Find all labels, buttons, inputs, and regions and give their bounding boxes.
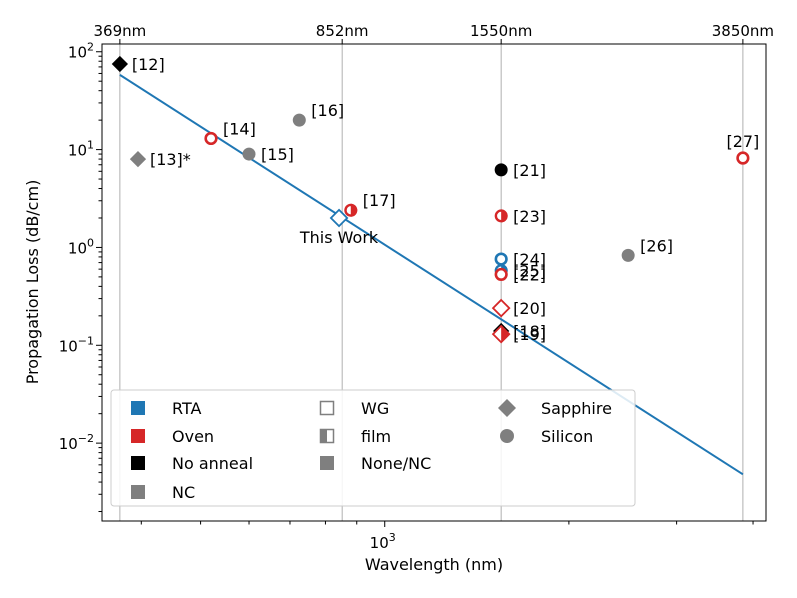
data-point-11 [494, 267, 508, 282]
point-label: This Work [299, 228, 379, 247]
top-axis-label: 852nm [316, 22, 369, 40]
legend-swatch [131, 401, 145, 415]
legend-label: WG [361, 399, 389, 418]
data-point-15 [621, 248, 635, 262]
legend-swatch [498, 399, 516, 417]
point-label: [15] [261, 145, 294, 164]
top-axis-label: 369nm [93, 22, 146, 40]
data-point-3 [242, 147, 256, 161]
legend-entry: No anneal [131, 454, 253, 473]
fit-line-layer [119, 74, 744, 476]
top-axis-label: 3850nm [712, 22, 774, 40]
top-axis-label: 1550nm [470, 22, 532, 40]
data-point-12 [491, 298, 511, 318]
legend-entry: film [319, 427, 391, 446]
y-tick-label: 101 [68, 139, 94, 160]
data-point-0 [111, 55, 128, 73]
x-axis-tick-labels: 103 [370, 531, 396, 552]
point-label: [27] [726, 132, 759, 151]
y-tick-label: 102 [68, 41, 94, 62]
y-tick-label: 10−2 [59, 432, 94, 453]
legend-label: Oven [172, 427, 214, 446]
point-label: [16] [311, 101, 344, 120]
legend-swatch [320, 456, 334, 470]
data-point-16 [736, 151, 750, 165]
data-point-1 [129, 150, 147, 168]
data-point-9 [494, 252, 508, 266]
y-axis-title: Propagation Loss (dB/cm) [23, 180, 42, 385]
point-label: [12] [132, 55, 165, 74]
y-tick-label: 100 [68, 236, 94, 257]
data-point-4 [292, 113, 306, 127]
point-label: [17] [363, 191, 396, 210]
point-label: [26] [640, 236, 673, 255]
legend-entry: None/NC [320, 454, 431, 473]
point-label: [23] [513, 207, 546, 226]
legend: RTA Oven No anneal NC WG film None/NC Sapphire S… [110, 389, 636, 507]
data-point-5 [329, 208, 349, 228]
legend-swatch [131, 429, 145, 443]
point-label: [24] [513, 250, 546, 269]
point-label: [21] [513, 161, 546, 180]
points-layer [111, 55, 750, 344]
legend-label: RTA [172, 399, 201, 418]
point-label: [19] [513, 325, 546, 344]
point-label: [13]* [150, 150, 191, 169]
point-label: [20] [513, 299, 546, 318]
data-point-6 [344, 203, 358, 217]
axis-ticks [96, 39, 754, 527]
legend-entry: WG [319, 399, 389, 418]
legend-label: film [361, 427, 391, 446]
data-point-7 [494, 163, 508, 177]
legend-label: Sapphire [541, 399, 612, 418]
legend-entry: RTA [131, 399, 201, 418]
legend-swatch [131, 456, 145, 470]
plot-frame [101, 43, 767, 522]
point-label: [14] [223, 119, 256, 138]
top-axis-labels: 369nm 852nm 1550nm 3850nm [93, 22, 774, 40]
legend-swatch [500, 429, 514, 443]
legend-swatch [319, 400, 335, 416]
legend-entry: Oven [131, 427, 214, 446]
legend-swatch [131, 485, 145, 499]
data-point-14 [491, 324, 511, 344]
legend-entry: NC [131, 483, 195, 502]
legend-label: None/NC [361, 454, 431, 473]
fit-line [119, 74, 744, 476]
legend-entry: Silicon [500, 427, 593, 446]
data-point-8 [494, 209, 508, 223]
y-axis-tick-labels: 102 101 100 10−1 10−2 [59, 41, 94, 453]
point-labels: [12] [13]* [14] [15] [16] This Work [17] [21] [2… [132, 55, 759, 344]
legend-label: Silicon [541, 427, 593, 446]
y-tick-label: 10−1 [59, 334, 94, 355]
point-label: [22] [513, 265, 546, 284]
legend-entry: Sapphire [498, 399, 612, 418]
x-tick-label: 103 [370, 531, 396, 552]
legend-box [110, 389, 636, 507]
point-label: [18] [513, 322, 546, 341]
point-label: [25] [513, 262, 546, 281]
x-axis-title: Wavelength (nm) [365, 555, 503, 574]
legend-label: NC [172, 483, 195, 502]
data-point-2 [204, 131, 218, 146]
legend-label: No anneal [172, 454, 253, 473]
